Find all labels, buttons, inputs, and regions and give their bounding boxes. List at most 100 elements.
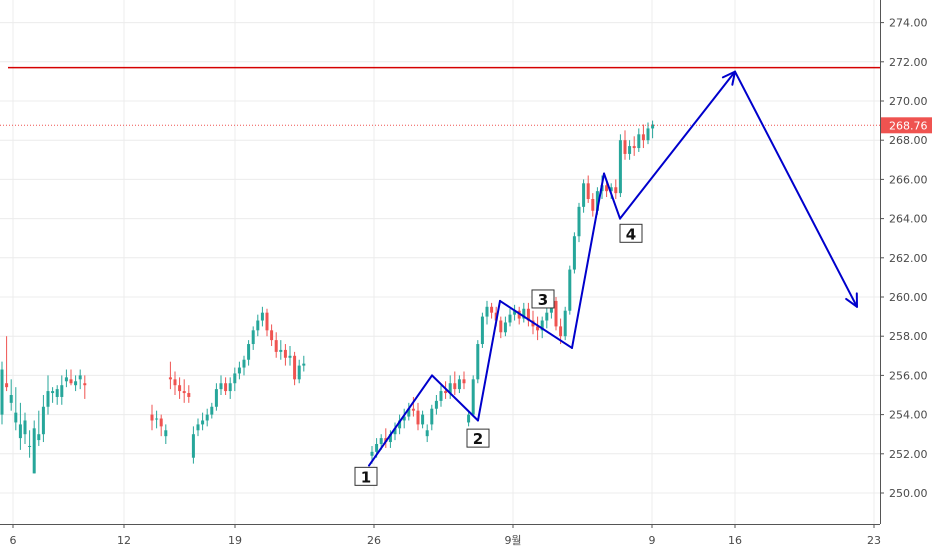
- y-tick-label: 272.00: [889, 56, 928, 69]
- candle-body: [297, 365, 301, 380]
- candle-body: [83, 383, 87, 386]
- last-price-tag: [881, 117, 932, 134]
- candle-body: [513, 310, 517, 315]
- wave-segment: [477, 299, 501, 422]
- candle-body: [155, 418, 159, 420]
- y-tick-label: 266.00: [889, 173, 928, 186]
- candle-body: [605, 185, 609, 192]
- candle-body: [270, 330, 274, 341]
- candle-body: [572, 236, 576, 270]
- y-tick-label: 250.00: [889, 487, 928, 500]
- wave-segment: [499, 299, 573, 349]
- candle-body: [205, 414, 209, 421]
- candle-body: [646, 128, 650, 141]
- candle-body: [233, 373, 237, 384]
- candle-body: [293, 355, 297, 380]
- candle-body: [242, 359, 246, 368]
- candle-body: [522, 308, 526, 319]
- candle-body: [60, 385, 64, 397]
- candle-body: [407, 408, 411, 417]
- candle-body: [444, 391, 448, 394]
- candle-body: [425, 430, 429, 437]
- y-tick-label: 260.00: [889, 291, 928, 304]
- wave-label-box: [619, 223, 643, 243]
- candle-body: [219, 383, 223, 390]
- candle-body: [641, 134, 645, 141]
- x-tick-label: 19: [228, 534, 242, 547]
- y-tick-label: 268.00: [889, 134, 928, 147]
- candle-body: [536, 326, 540, 331]
- candle-body: [173, 379, 177, 386]
- y-tick-label: 270.00: [889, 95, 928, 108]
- candle-body: [393, 428, 397, 435]
- candle-body: [214, 389, 218, 407]
- candle-body: [201, 420, 205, 425]
- candle-body: [51, 391, 55, 394]
- candle-body: [78, 375, 82, 380]
- candle-body: [457, 379, 461, 390]
- candle-body: [577, 206, 581, 237]
- candle-body: [421, 414, 425, 425]
- candle-body: [430, 408, 434, 425]
- candle-body: [628, 146, 632, 154]
- candle-body: [256, 320, 260, 331]
- candle-body: [46, 391, 50, 407]
- candle-body: [467, 414, 471, 423]
- x-tick-label: 6: [10, 534, 17, 547]
- wave-segment: [368, 374, 433, 467]
- candle-body: [637, 134, 641, 149]
- candle-body: [434, 400, 438, 409]
- candle-body: [480, 316, 484, 345]
- y-tick-label: 264.00: [889, 213, 928, 226]
- candle-body: [28, 445, 32, 447]
- candle-body: [247, 344, 251, 360]
- last-price-label: 268.76: [889, 119, 928, 132]
- candle-body: [74, 381, 78, 386]
- candle-body: [595, 191, 599, 211]
- candle-body: [388, 434, 392, 443]
- candle-body: [283, 349, 287, 358]
- candle-body: [274, 340, 278, 352]
- candle-body: [159, 418, 163, 427]
- candle-body: [0, 369, 4, 415]
- candle-body: [591, 199, 595, 211]
- grid: [0, 0, 880, 524]
- candle-body: [651, 124, 655, 129]
- candle-body: [41, 406, 45, 435]
- candle-body: [196, 424, 200, 431]
- wave-label-3: 3: [538, 291, 548, 309]
- wave-annotation: 1 2 3 4: [354, 70, 858, 486]
- candle-body: [302, 363, 306, 366]
- candle-body: [150, 414, 154, 421]
- candle-body: [526, 308, 530, 321]
- candle-body: [64, 377, 68, 382]
- candle-body: [540, 320, 544, 331]
- wave-label-1: 1: [361, 468, 371, 486]
- wave-segment: [619, 70, 736, 220]
- candle-body: [586, 183, 590, 199]
- candle-body: [499, 320, 503, 333]
- candle-body: [32, 428, 36, 474]
- candle-body: [563, 310, 567, 337]
- wave-segment: [603, 172, 621, 220]
- y-tick-label: 252.00: [889, 448, 928, 461]
- candle-body: [582, 183, 586, 207]
- candle-body: [228, 383, 232, 392]
- candle-body: [55, 389, 59, 397]
- candle-body: [9, 395, 13, 403]
- x-tick-label: 23: [867, 534, 881, 547]
- x-tick-label: 9: [649, 534, 656, 547]
- wave-segment: [431, 374, 479, 422]
- candle-body: [5, 383, 9, 388]
- y-tick-label: 262.00: [889, 252, 928, 265]
- wave-label-2: 2: [473, 430, 483, 448]
- candle-body: [379, 438, 383, 444]
- candle-body: [554, 300, 558, 327]
- candle-body: [168, 377, 172, 380]
- candle-body: [260, 312, 264, 321]
- wave-segment: [734, 70, 858, 308]
- candle-body: [559, 326, 563, 337]
- wave-label-box: [354, 466, 378, 486]
